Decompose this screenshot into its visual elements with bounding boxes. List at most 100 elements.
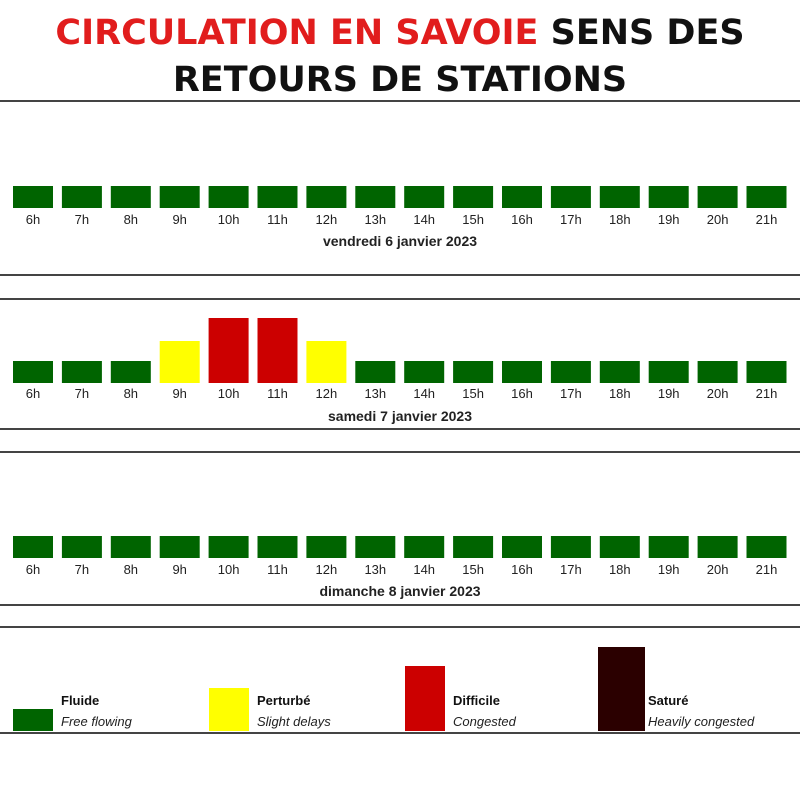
tick-label: 11h	[267, 212, 288, 227]
tick-label: 11h	[267, 562, 288, 577]
divider	[0, 100, 800, 102]
bar-16h	[502, 186, 542, 208]
title-rest: SENS DES RETOURS DE STATIONS	[172, 13, 745, 100]
bar-8h	[110, 186, 151, 208]
tick-label: 21h	[756, 562, 778, 577]
tick-label: 19h	[658, 212, 680, 227]
tick-label: 17h	[560, 212, 582, 227]
tick-label: 13h	[364, 386, 386, 401]
legend-desc-perturbe: Slight delays	[257, 714, 331, 729]
tick-label: 12h	[316, 212, 338, 227]
title-accent: CIRCULATION EN SAVOIE	[55, 13, 539, 53]
legend-swatch-perturbe	[209, 688, 249, 731]
day-chart: 6h 7h 8h 9h 10h 11h 12h 13h 14h 15h 16h 17h 18h 19h 20…	[13, 536, 787, 599]
tick-label: 7h	[75, 386, 89, 401]
bar-7h	[61, 536, 102, 558]
legend-swatch-difficile	[405, 666, 445, 731]
tick-label: 20h	[707, 562, 729, 577]
bar-17h	[550, 186, 591, 208]
divider	[0, 274, 800, 276]
bar-17h	[550, 361, 591, 383]
tick-label: 13h	[364, 212, 386, 227]
legend-swatch-fluide	[13, 709, 53, 731]
divider	[0, 626, 800, 628]
bar-21h	[746, 361, 787, 383]
bar-14h	[404, 536, 445, 558]
tick-label: 8h	[124, 386, 138, 401]
tick-label: 18h	[609, 386, 631, 401]
bar-13h	[355, 361, 396, 383]
bar-9h	[159, 341, 200, 383]
tick-label: 10h	[218, 212, 240, 227]
divider	[0, 298, 800, 300]
bar-8h	[110, 536, 151, 558]
bar-14h	[404, 361, 445, 383]
tick-label: 15h	[462, 562, 484, 577]
legend-desc-fluide: Free flowing	[61, 714, 132, 729]
bar-16h	[502, 361, 542, 383]
chart-date-title: vendredi 6 janvier 2023	[323, 233, 477, 249]
divider	[0, 732, 800, 734]
bar-15h	[453, 536, 494, 558]
bar-20h	[697, 186, 738, 208]
tick-label: 20h	[707, 386, 729, 401]
tick-label: 19h	[658, 562, 680, 577]
bar-12h	[306, 341, 347, 383]
tick-label: 21h	[756, 212, 778, 227]
bar-9h	[159, 186, 200, 208]
tick-label: 9h	[172, 562, 186, 577]
bar-11h	[257, 186, 298, 208]
tick-label: 14h	[413, 386, 435, 401]
bar-7h	[61, 186, 102, 208]
bar-17h	[550, 536, 591, 558]
bar-21h	[746, 536, 787, 558]
bar-13h	[355, 186, 396, 208]
tick-label: 17h	[560, 386, 582, 401]
bar-19h	[648, 186, 689, 208]
tick-label: 6h	[26, 386, 40, 401]
tick-label: 7h	[75, 212, 89, 227]
bar-8h	[110, 361, 151, 383]
bar-18h	[599, 361, 640, 383]
bar-21h	[746, 186, 787, 208]
tick-label: 9h	[172, 386, 186, 401]
bar-10h	[208, 318, 249, 383]
tick-label: 6h	[26, 212, 40, 227]
tick-label: 14h	[413, 212, 435, 227]
tick-label: 6h	[26, 562, 40, 577]
tick-label: 10h	[218, 386, 240, 401]
bar-16h	[502, 536, 542, 558]
tick-label: 21h	[756, 386, 778, 401]
bar-11h	[257, 536, 298, 558]
legend-label-perturbe: Perturbé	[257, 693, 311, 708]
tick-label: 17h	[560, 562, 582, 577]
day-chart: 6h 7h 8h 9h 10h 11h 12h 13h 14h 15h 16h 17h 18h 19h 20…	[13, 318, 787, 424]
legend-desc-sature: Heavily congested	[648, 714, 755, 729]
chart-date-title: samedi 7 janvier 2023	[328, 408, 472, 424]
bar-15h	[453, 361, 494, 383]
tick-label: 8h	[124, 562, 138, 577]
bar-10h	[208, 186, 249, 208]
tick-label: 11h	[267, 386, 288, 401]
bar-9h	[159, 536, 200, 558]
bar-11h	[257, 318, 298, 383]
legend-label-sature: Saturé	[648, 693, 689, 708]
tick-label: 12h	[316, 386, 338, 401]
legend-desc-difficile: Congested	[453, 714, 516, 729]
page-title: CIRCULATION EN SAVOIE SENS DES RETOURS D…	[0, 10, 800, 104]
tick-label: 15h	[462, 212, 484, 227]
tick-label: 8h	[124, 212, 138, 227]
tick-label: 13h	[364, 562, 386, 577]
bar-20h	[697, 536, 738, 558]
tick-label: 16h	[511, 212, 533, 227]
bar-12h	[306, 536, 347, 558]
divider	[0, 428, 800, 430]
tick-label: 14h	[413, 562, 435, 577]
bar-18h	[599, 536, 640, 558]
bar-18h	[599, 186, 640, 208]
tick-label: 15h	[462, 386, 484, 401]
tick-label: 9h	[172, 212, 186, 227]
tick-label: 10h	[218, 562, 240, 577]
divider	[0, 451, 800, 453]
